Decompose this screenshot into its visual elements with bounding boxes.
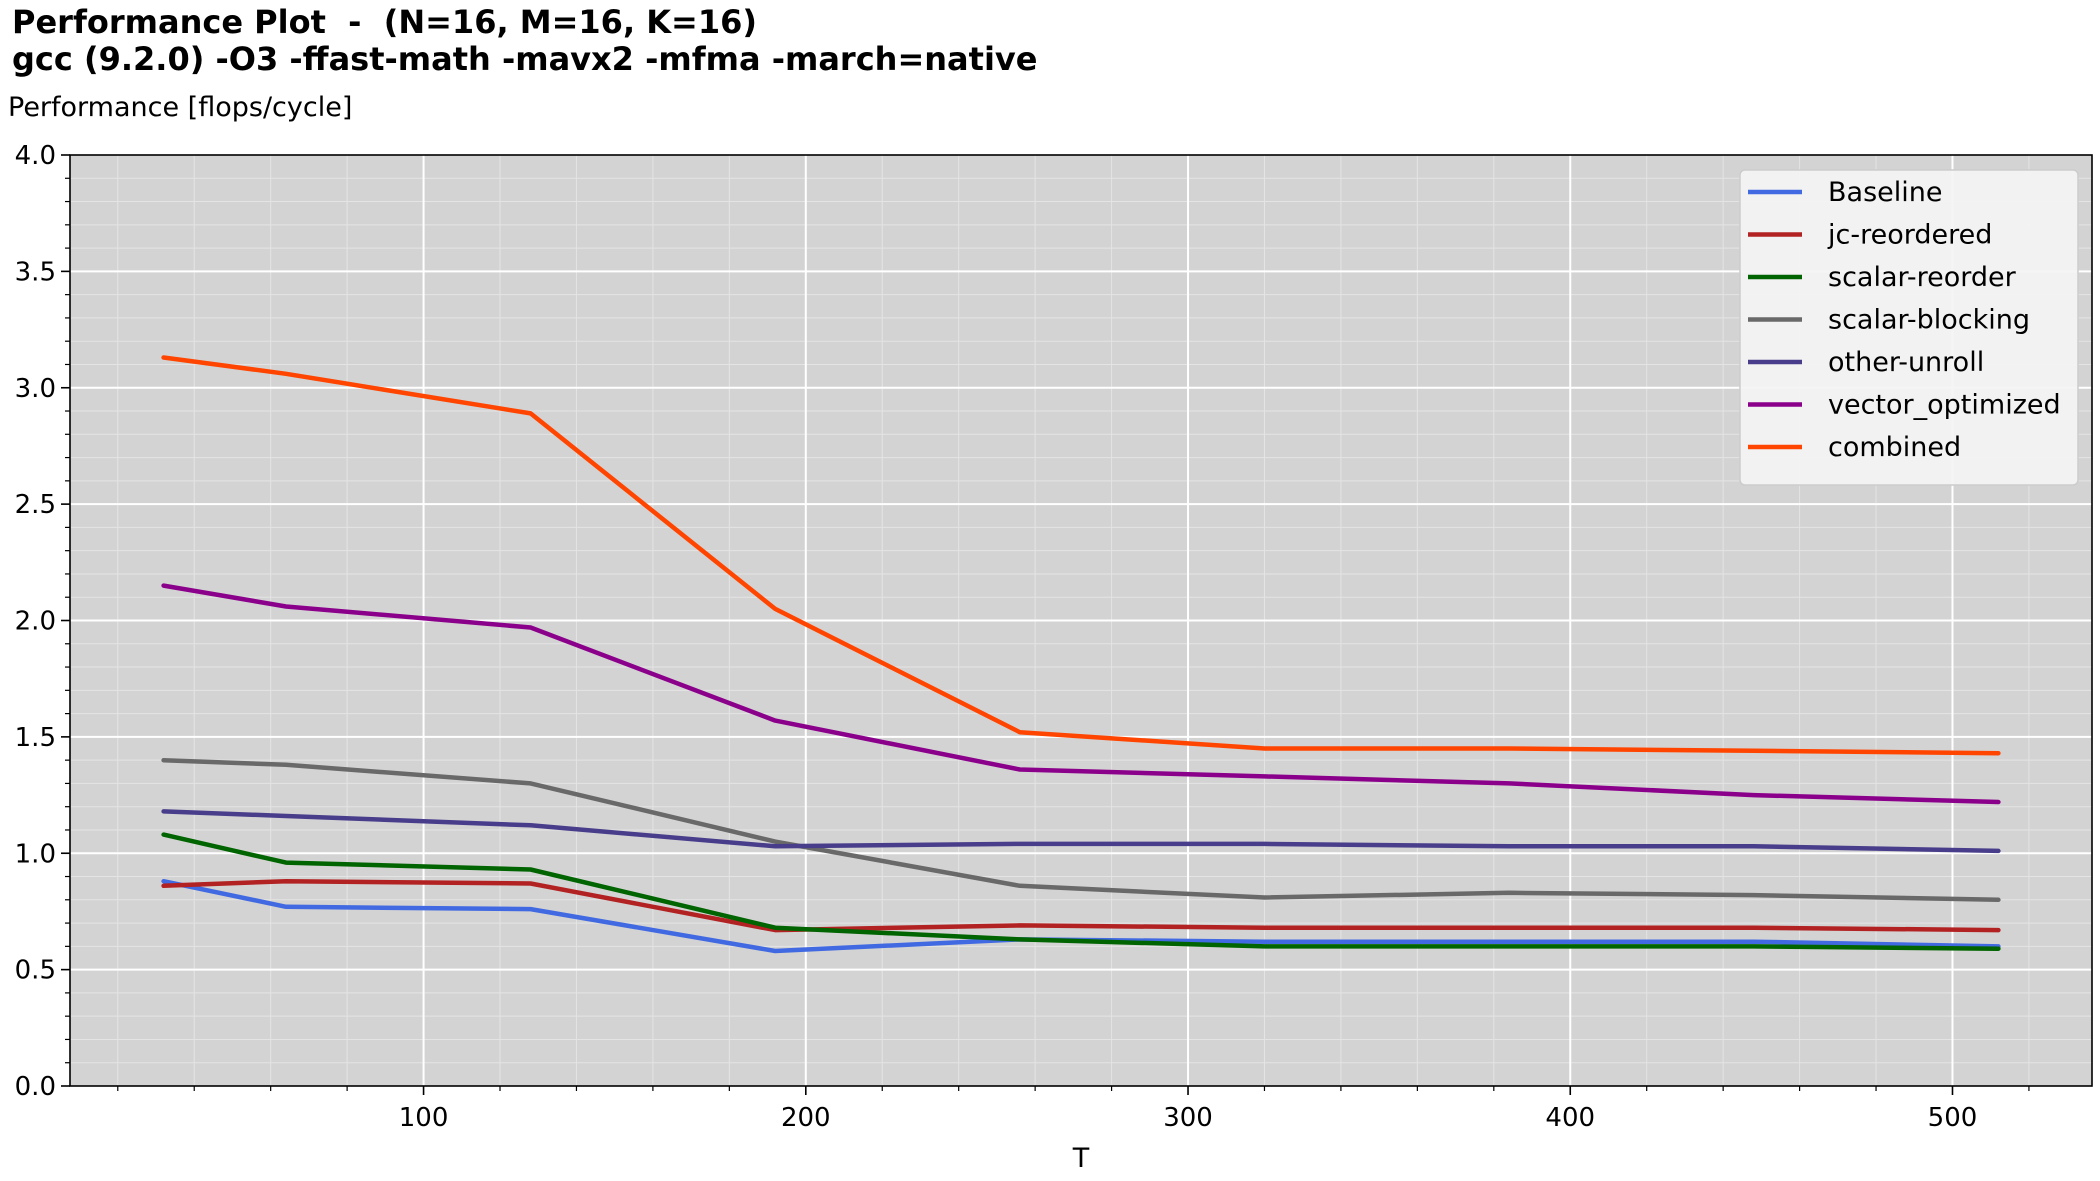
legend: Baseline jc-reordered scalar-reorder scalar… [1739,169,2079,486]
legend-label: vector_optimized [1828,390,2061,421]
chart-title: Performance Plot - (N=16, M=16, K=16) [12,3,757,41]
x-tick-label: 200 [781,1103,831,1133]
y-tick-label: 3.0 [15,374,56,404]
y-tick-label: 0.0 [15,1072,56,1102]
legend-label: scalar-reorder [1828,262,2017,293]
series-line-other-unroll [161,809,2001,854]
y-tick-label: 4.0 [15,141,56,171]
y-tick-label: 2.5 [15,490,56,520]
legend-label: Baseline [1828,177,1942,208]
y-axis-label: Performance [flops/cycle] [8,92,353,123]
y-tick-label: 2.0 [15,607,56,637]
series-layer [161,355,2001,954]
series-line-combined [161,355,2001,756]
legend-box [1739,169,2079,486]
series-line-scalar-reorder [161,832,2001,951]
y-tick-label: 0.5 [15,956,56,986]
legend-label: scalar-blocking [1828,305,2030,336]
y-tick-label: 3.5 [15,257,56,287]
axis-ticks: 100 200 300 400 500 0.0 0.5 1.0 1.5 2.0 2.5 3.0 3.5 4… [15,141,2030,1133]
x-tick-label: 300 [1163,1103,1213,1133]
legend-label: combined [1828,432,1961,463]
x-tick-label: 500 [1928,1103,1978,1133]
x-tick-label: 100 [399,1103,449,1133]
legend-label: other-unroll [1828,347,1984,378]
y-tick-label: 1.0 [15,839,56,869]
x-tick-label: 400 [1545,1103,1595,1133]
series-line-vector-optimized [161,583,2001,805]
y-tick-label: 1.5 [15,723,56,753]
x-axis-label: T [1072,1143,1090,1174]
chart-subtitle: gcc (9.2.0) -O3 -ffast-math -mavx2 -mfma… [12,40,1038,78]
series-line-jc-reordered [161,878,2001,933]
legend-label: jc-reordered [1827,220,1992,251]
series-line-scalar-blocking [161,757,2001,903]
